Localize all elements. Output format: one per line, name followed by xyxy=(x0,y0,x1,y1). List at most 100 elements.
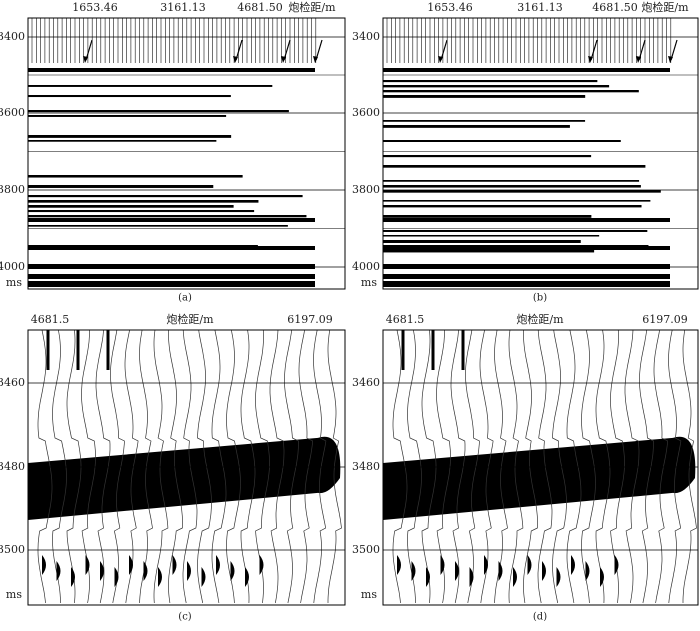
trace xyxy=(168,330,183,604)
event xyxy=(383,140,621,142)
panel-frame xyxy=(382,17,699,290)
panel-frame xyxy=(382,329,699,606)
strong-event xyxy=(383,281,670,287)
y-tick-label: 3480 xyxy=(352,460,380,473)
event xyxy=(383,200,651,202)
lobe xyxy=(71,567,75,587)
event xyxy=(383,240,581,243)
arrowhead xyxy=(313,56,318,63)
axis-label: 炮检距/m xyxy=(516,312,564,326)
offset-label: 4681.5 xyxy=(31,313,70,326)
lobe xyxy=(614,555,619,575)
arrowhead xyxy=(588,56,593,63)
caption: (d) xyxy=(533,612,547,623)
arrowhead xyxy=(636,56,641,63)
trace xyxy=(639,330,654,604)
lobe xyxy=(56,561,61,581)
y-tick-label: 4000 xyxy=(0,260,25,273)
trace xyxy=(508,330,524,604)
event xyxy=(383,125,570,128)
event xyxy=(383,230,648,232)
arrowhead xyxy=(668,56,673,63)
offset-label: 4681.5 xyxy=(386,313,425,326)
trace xyxy=(407,330,422,603)
strong-event xyxy=(28,436,341,520)
event xyxy=(28,185,214,188)
panel-frame xyxy=(27,329,346,606)
lobe xyxy=(426,567,430,587)
y-unit: ms xyxy=(361,588,377,601)
offset-label: 1653.46 xyxy=(72,1,118,14)
strong-event xyxy=(28,281,315,287)
trace xyxy=(139,330,153,604)
event xyxy=(28,115,227,117)
event xyxy=(383,165,646,168)
trace xyxy=(327,330,342,603)
trace xyxy=(124,330,139,604)
event xyxy=(28,95,231,98)
event xyxy=(383,90,639,93)
trace xyxy=(52,330,67,603)
trace xyxy=(595,330,611,604)
event xyxy=(383,185,641,188)
trace xyxy=(566,330,582,604)
event xyxy=(383,250,595,253)
y-tick-label: 3480 xyxy=(0,460,25,473)
event xyxy=(28,215,307,218)
trace xyxy=(421,330,437,604)
panel: 3460 3480 3500 ms 4681.5 6197.09 炮检距/m (d) xyxy=(352,312,699,623)
lobe xyxy=(484,555,488,575)
lobe xyxy=(411,561,416,581)
lobe xyxy=(542,561,546,581)
event xyxy=(28,140,217,142)
event xyxy=(383,80,598,83)
event xyxy=(383,120,586,122)
lobe xyxy=(556,567,561,587)
strong-event xyxy=(28,274,315,279)
lobe xyxy=(245,567,249,587)
strong-event xyxy=(383,274,670,279)
trace xyxy=(110,330,125,604)
lobe xyxy=(100,561,104,581)
strong-event xyxy=(383,264,670,269)
arrowhead xyxy=(281,56,286,63)
y-tick-label: 3500 xyxy=(0,543,25,556)
axis-label: 炮检距/m xyxy=(288,0,336,14)
trace xyxy=(479,330,494,604)
strong-event xyxy=(28,68,315,72)
lobe xyxy=(187,561,191,581)
arrowhead xyxy=(438,56,443,63)
lobe xyxy=(42,555,46,575)
event xyxy=(383,155,592,158)
arrow xyxy=(315,39,323,61)
trace xyxy=(66,330,82,604)
strong-event xyxy=(28,246,315,250)
seismic-traces xyxy=(28,18,317,287)
y-tick-label: 3600 xyxy=(352,106,380,119)
event xyxy=(383,205,642,208)
y-unit: ms xyxy=(361,276,377,289)
trace xyxy=(523,330,538,604)
lobe xyxy=(172,555,177,575)
trace xyxy=(313,330,327,604)
offset-label: 1653.46 xyxy=(427,1,473,14)
strong-event xyxy=(383,68,670,72)
event xyxy=(28,225,288,227)
trace xyxy=(552,330,567,604)
trace xyxy=(298,330,314,604)
lobe xyxy=(571,555,575,575)
event xyxy=(28,85,273,87)
trace xyxy=(182,330,198,604)
trace xyxy=(581,330,596,604)
trace xyxy=(624,330,640,604)
y-tick-label: 3800 xyxy=(0,183,25,196)
event xyxy=(28,135,232,138)
offset-label: 3161.13 xyxy=(160,1,206,14)
lobe xyxy=(129,555,133,575)
event xyxy=(28,195,303,198)
trace xyxy=(240,330,256,604)
y-unit: ms xyxy=(6,588,22,601)
